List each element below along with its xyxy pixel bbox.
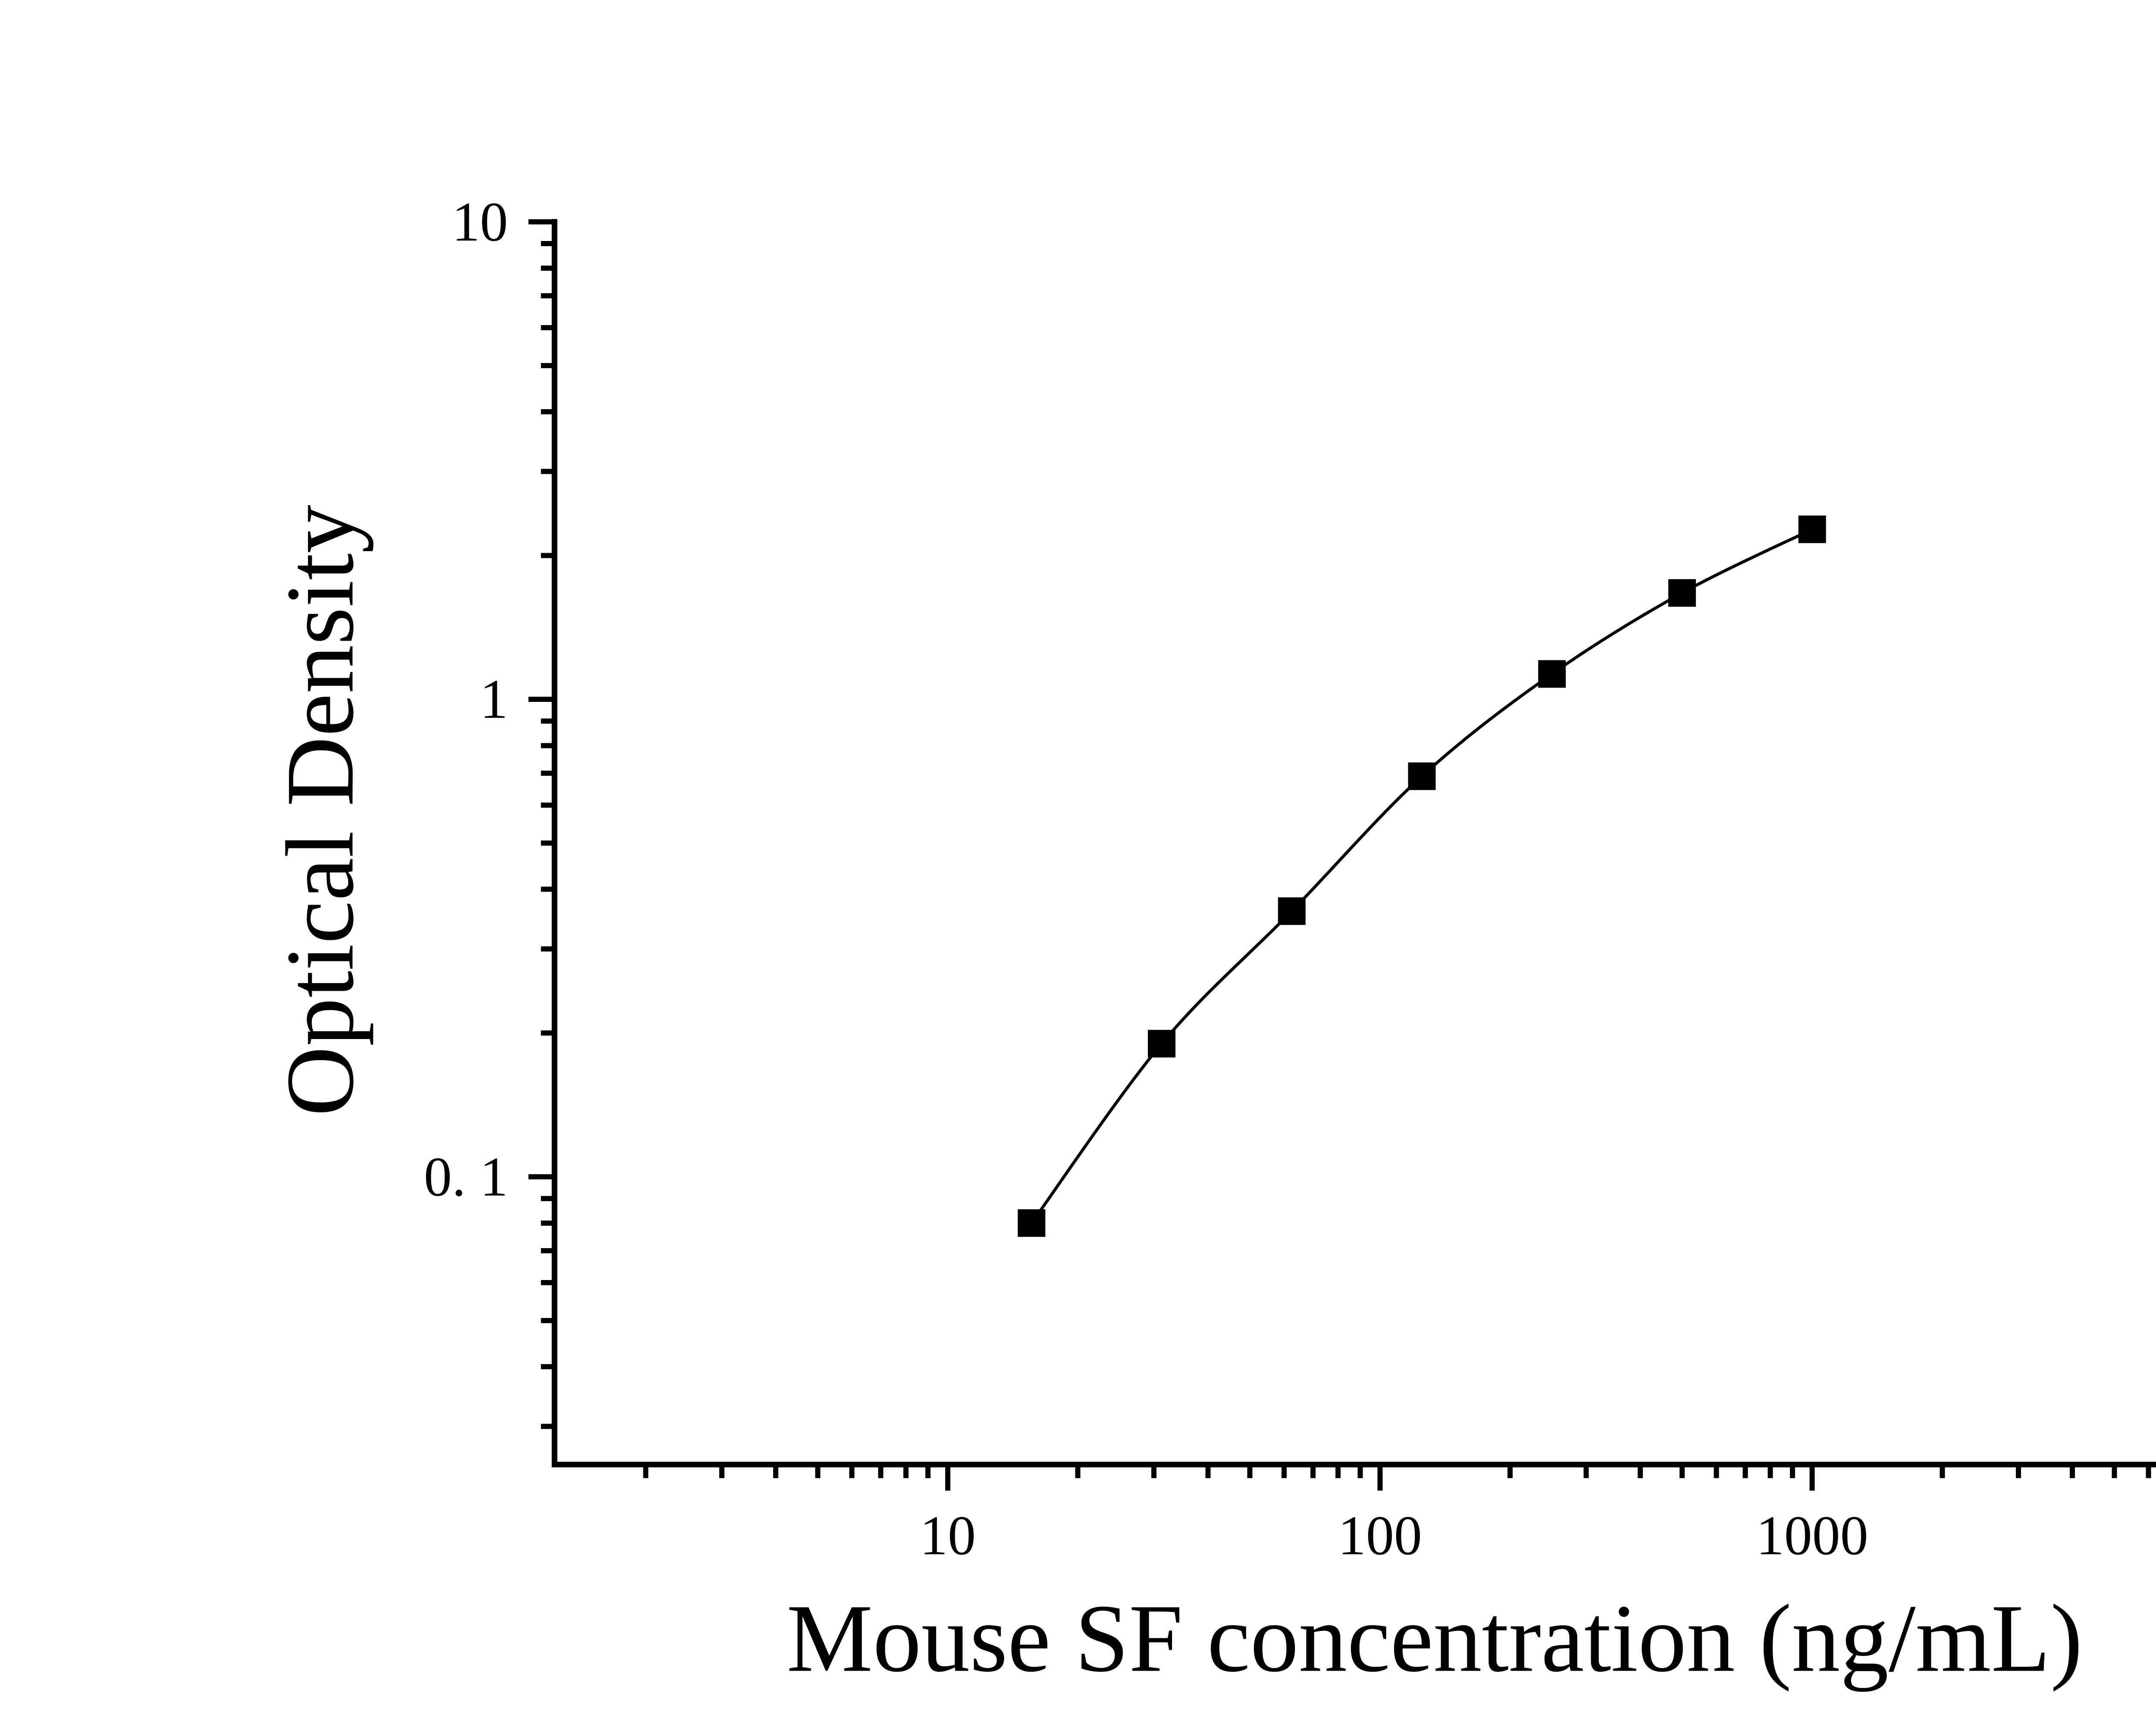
y-tick-label: 0. 1 <box>424 1146 508 1208</box>
x-tick-label: 1000 <box>1756 1505 1868 1567</box>
data-point-markers <box>1018 515 1826 1237</box>
data-point-square <box>1798 515 1826 543</box>
x-tick-label: 10 <box>920 1505 976 1567</box>
data-point-square <box>1018 1209 1046 1237</box>
x-tick-label: 100 <box>1338 1505 1422 1567</box>
y-axis-title: Optical Density <box>266 504 374 1117</box>
y-tick-label: 10 <box>452 191 508 253</box>
axis-ticks <box>528 219 2151 1491</box>
data-point-square <box>1538 660 1566 688</box>
data-point-square <box>1668 579 1696 607</box>
data-point-square <box>1278 897 1306 925</box>
data-point-square <box>1148 1030 1176 1058</box>
standard-curve-line <box>1030 528 1813 1224</box>
data-point-square <box>1408 762 1436 790</box>
x-axis-title: Mouse SF concentration (ng/mL) <box>787 1584 2083 1692</box>
y-tick-label: 1 <box>480 668 508 730</box>
